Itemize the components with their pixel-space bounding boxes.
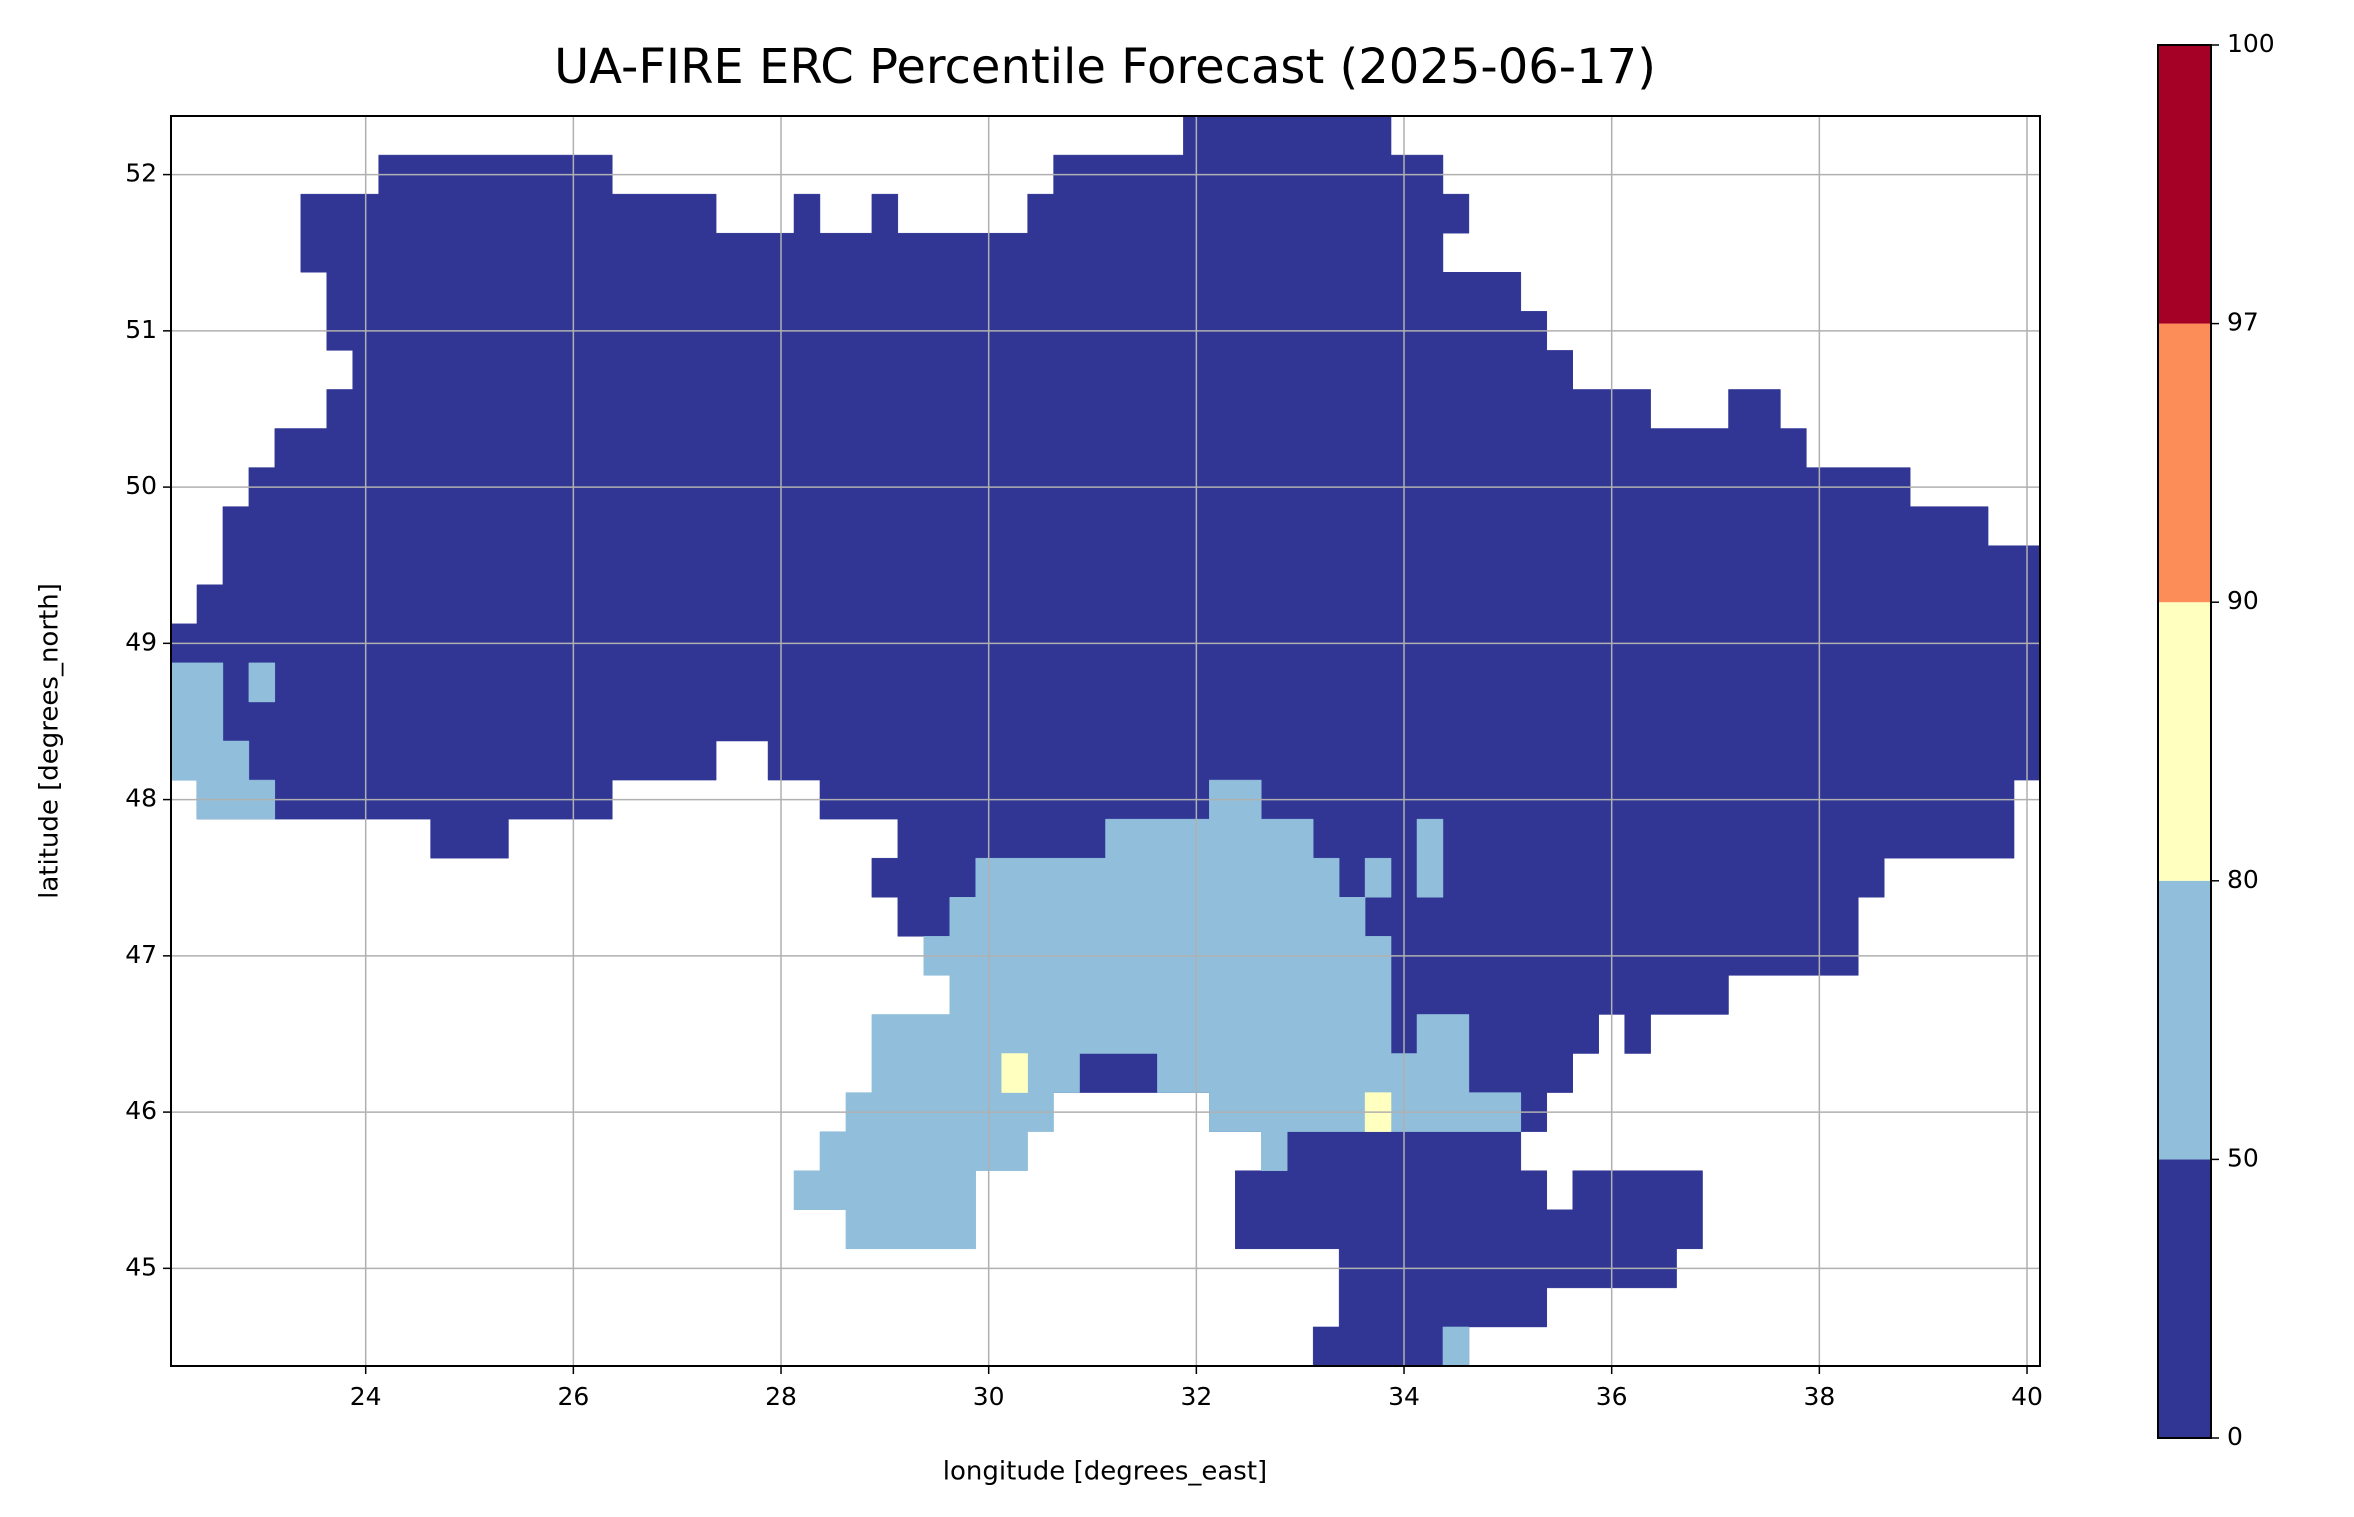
- colorbar-tick-label: 80: [2227, 865, 2259, 894]
- region: [793, 779, 1522, 1250]
- x-tick-label: 40: [2011, 1382, 2043, 1411]
- region: [248, 662, 276, 703]
- x-tick-label: 36: [1596, 1382, 1628, 1411]
- colorbar-segment: [2158, 323, 2211, 603]
- map-layer: [170, 115, 2041, 1367]
- colorbar-segment: [2158, 602, 2211, 881]
- x-tick-label: 32: [1180, 1382, 1212, 1411]
- region: [1235, 1131, 1703, 1367]
- y-axis-label: latitude [degrees_north]: [35, 583, 65, 899]
- x-tick-label: 24: [350, 1382, 382, 1411]
- y-tick-label: 49: [125, 627, 157, 656]
- colorbar-segment: [2158, 1159, 2211, 1438]
- plot-frame: [170, 115, 2041, 1367]
- x-tick-label: 28: [765, 1382, 797, 1411]
- x-tick-label: 34: [1388, 1382, 1420, 1411]
- colorbar-tick-label: 100: [2227, 29, 2275, 58]
- chart-title: UA-FIRE ERC Percentile Forecast (2025-06…: [554, 39, 1656, 95]
- colorbar-segment: [2158, 880, 2211, 1160]
- y-tick-label: 46: [125, 1096, 157, 1125]
- x-axis-label: longitude [degrees_east]: [943, 1457, 1267, 1487]
- colorbar-frame: [2157, 44, 2212, 1439]
- colorbar-tick-label: 90: [2227, 586, 2259, 615]
- colorbar-tick-label: 50: [2227, 1143, 2259, 1172]
- y-tick-label: 45: [125, 1252, 157, 1281]
- region: [1416, 818, 1444, 898]
- y-tick-label: 48: [125, 784, 157, 813]
- region: [170, 662, 276, 820]
- colorbar-segment: [2158, 45, 2211, 324]
- y-tick-label: 50: [125, 471, 157, 500]
- y-tick-label: 47: [125, 940, 157, 969]
- x-tick-label: 30: [973, 1382, 1005, 1411]
- region: [1001, 1053, 1028, 1093]
- overlay: 24 26 28 30 32 34 36 38 40 45 46 47 48 49 50 51 52 0 50 80 9…: [125, 29, 2275, 1451]
- x-tick-label: 38: [1803, 1382, 1835, 1411]
- region: [1364, 857, 1392, 898]
- colorbar-tick-label: 0: [2227, 1422, 2243, 1451]
- region: [1442, 1326, 1470, 1367]
- x-tick-label: 26: [557, 1382, 589, 1411]
- y-tick-label: 51: [125, 315, 157, 344]
- colorbar-tick-label: 97: [2227, 308, 2259, 337]
- y-tick-label: 52: [125, 159, 157, 188]
